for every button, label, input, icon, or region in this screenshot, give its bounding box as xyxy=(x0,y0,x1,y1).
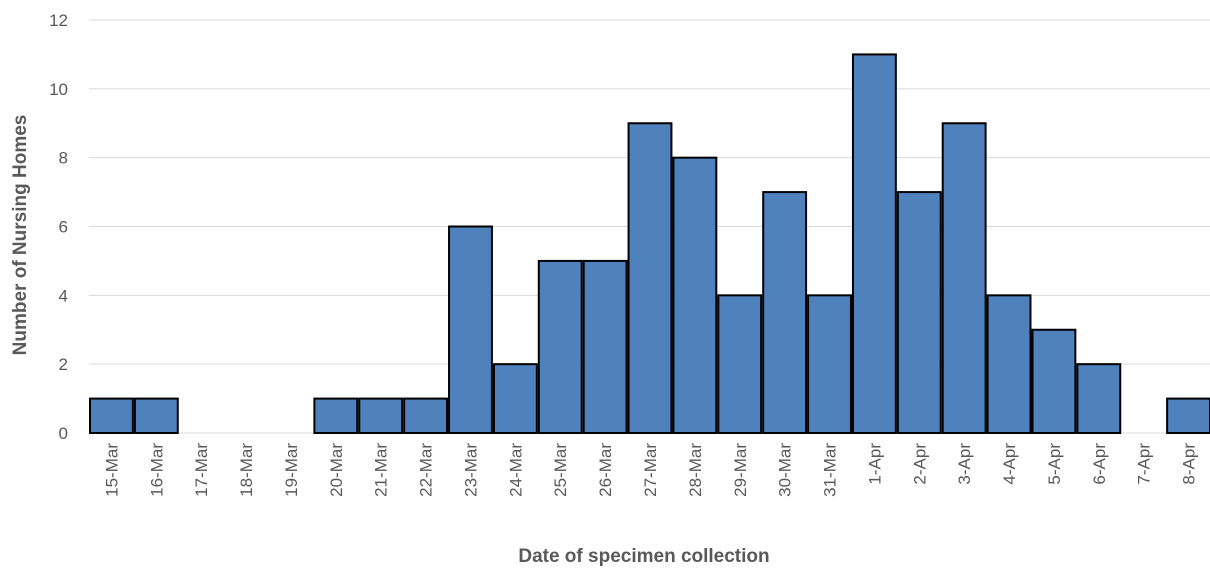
x-tick-label: 31-Mar xyxy=(821,443,840,497)
x-axis-title: Date of specimen collection xyxy=(518,546,769,567)
y-axis-title: Number of Nursing Homes xyxy=(10,115,31,356)
bar-15-Mar xyxy=(89,397,134,435)
x-tick-label: 26-Mar xyxy=(596,443,615,497)
x-tick-label: 23-Mar xyxy=(461,443,480,497)
bar-20-Mar xyxy=(313,397,359,435)
x-tick-label: 8-Apr xyxy=(1180,443,1199,485)
bar-4-Apr xyxy=(986,294,1032,435)
x-tick-label: 16-Mar xyxy=(147,443,166,497)
x-tick-label: 1-Apr xyxy=(865,443,884,485)
x-tick-label: 19-Mar xyxy=(282,443,301,497)
bar-25-Mar xyxy=(537,259,583,434)
x-axis-ticks: 15-Mar 16-Mar 17-Mar 18-Mar 19-Mar 20-Mar 21-M… xyxy=(102,443,1198,497)
bar-5-Apr xyxy=(1031,328,1077,434)
bar-6-Apr xyxy=(1076,363,1122,434)
x-tick-label: 27-Mar xyxy=(641,443,660,497)
x-tick-label: 20-Mar xyxy=(327,443,346,497)
x-tick-label: 5-Apr xyxy=(1045,443,1064,485)
bar-31-Mar xyxy=(807,294,852,435)
x-tick-label: 29-Mar xyxy=(731,443,750,497)
bar-28-Mar xyxy=(672,156,718,435)
bar-29-Mar xyxy=(717,294,763,435)
bar-16-Mar xyxy=(133,397,179,435)
x-tick-label: 28-Mar xyxy=(686,443,705,497)
bar-3-Apr xyxy=(941,122,987,434)
x-tick-label: 17-Mar xyxy=(192,443,211,497)
y-tick-label: 0 xyxy=(59,424,68,443)
bar-8-Apr xyxy=(1166,397,1210,435)
y-tick-label: 10 xyxy=(49,80,68,99)
x-tick-label: 3-Apr xyxy=(955,443,974,485)
y-tick-label: 4 xyxy=(59,286,68,305)
x-tick-label: 21-Mar xyxy=(372,443,391,497)
y-tick-label: 6 xyxy=(59,218,68,237)
x-tick-label: 18-Mar xyxy=(237,443,256,497)
bar-22-Mar xyxy=(403,397,449,435)
y-tick-label: 12 xyxy=(49,11,68,30)
x-tick-label: 25-Mar xyxy=(551,443,570,497)
x-tick-label: 30-Mar xyxy=(776,443,795,497)
y-tick-label: 2 xyxy=(59,355,68,374)
bar-24-Mar xyxy=(492,363,538,434)
x-tick-label: 4-Apr xyxy=(1000,443,1019,485)
bar-23-Mar xyxy=(448,225,493,434)
x-tick-label: 15-Mar xyxy=(102,443,121,497)
bar-1-Apr xyxy=(851,53,897,435)
bar-2-Apr xyxy=(896,191,942,434)
y-tick-label: 8 xyxy=(59,149,68,168)
bar-30-Mar xyxy=(762,191,808,434)
x-tick-label: 24-Mar xyxy=(506,443,525,497)
bar-21-Mar xyxy=(358,397,404,435)
bar-27-Mar xyxy=(627,122,673,434)
x-tick-label: 2-Apr xyxy=(910,443,929,485)
x-tick-label: 7-Apr xyxy=(1135,443,1154,485)
x-tick-label: 22-Mar xyxy=(417,443,436,497)
x-tick-label: 6-Apr xyxy=(1090,443,1109,485)
bar-26-Mar xyxy=(582,259,628,434)
bars xyxy=(89,53,1210,435)
y-axis-ticks: 0 2 4 6 8 10 12 xyxy=(49,11,68,443)
